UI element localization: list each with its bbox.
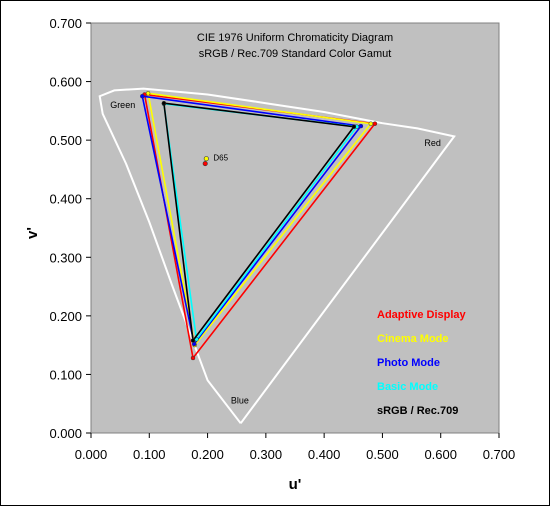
whitepoint-marker [203, 156, 209, 162]
gamut-vertex [161, 100, 167, 106]
x-tick-label: 0.400 [308, 447, 341, 462]
legend-entry: sRGB / Rec.709 [377, 405, 458, 417]
y-tick-label: 0.700 [49, 16, 82, 31]
y-tick-label: 0.400 [49, 192, 82, 207]
x-tick-label: 0.200 [191, 447, 224, 462]
whitepoint-layer [202, 156, 209, 167]
gamut-triangle-2 [141, 95, 363, 346]
gamut-vertex [190, 355, 196, 361]
x-tick-label: 0.000 [75, 447, 108, 462]
x-tick-label: 0.700 [483, 447, 516, 462]
label-red: Red [424, 138, 441, 148]
gamut-vertex [372, 121, 378, 126]
y-tick-label: 0.100 [49, 367, 82, 382]
gamut-triangle-4 [162, 102, 356, 343]
x-tick-label: 0.100 [133, 447, 166, 462]
spectral-locus [98, 87, 456, 424]
label-blue: Blue [231, 396, 249, 406]
spectral-locus-layer [98, 87, 456, 424]
whitepoint-marker [202, 161, 208, 167]
gamut-vertex [351, 124, 357, 129]
x-axis-label: u' [289, 476, 302, 493]
legend-entry: Photo Mode [377, 357, 440, 369]
x-tick-label: 0.600 [424, 447, 457, 462]
plot-area [90, 22, 500, 434]
series-layer [140, 91, 378, 361]
gamut-vertex [368, 121, 374, 126]
y-axis-label: v' [24, 227, 41, 239]
legend-entry: Cinema Mode [377, 333, 449, 345]
gamut-vertex [190, 338, 196, 343]
x-tick-label: 0.300 [250, 447, 283, 462]
x-tick-label: 0.500 [366, 447, 399, 462]
gamut-vertex [140, 93, 145, 99]
gamut-vertex [145, 91, 151, 96]
gamut-vertex [358, 123, 364, 129]
ticks-layer: 0.000 0.100 0.200 0.300 0.400 0.500 0.600 0.700… [49, 16, 515, 462]
y-tick-label: 0.500 [49, 133, 82, 148]
y-tick-label: 0.300 [49, 250, 82, 265]
label-green: Green [110, 100, 135, 110]
y-tick-label: 0.200 [49, 309, 82, 324]
y-tick-label: 0.600 [49, 75, 82, 90]
gamut-triangle-1 [147, 92, 373, 347]
legend: Adaptive Display Cinema Mode Photo Mode Bas… [377, 309, 467, 417]
chart-subtitle: sRGB / Rec.709 Standard Color Gamut [199, 48, 392, 60]
legend-entry: Basic Mode [377, 381, 438, 393]
legend-entry: Adaptive Display [377, 309, 467, 321]
y-tick-label: 0.000 [49, 426, 82, 441]
chart-title: CIE 1976 Uniform Chromaticity Diagram [197, 32, 393, 44]
label-d65: D65 [213, 154, 228, 163]
